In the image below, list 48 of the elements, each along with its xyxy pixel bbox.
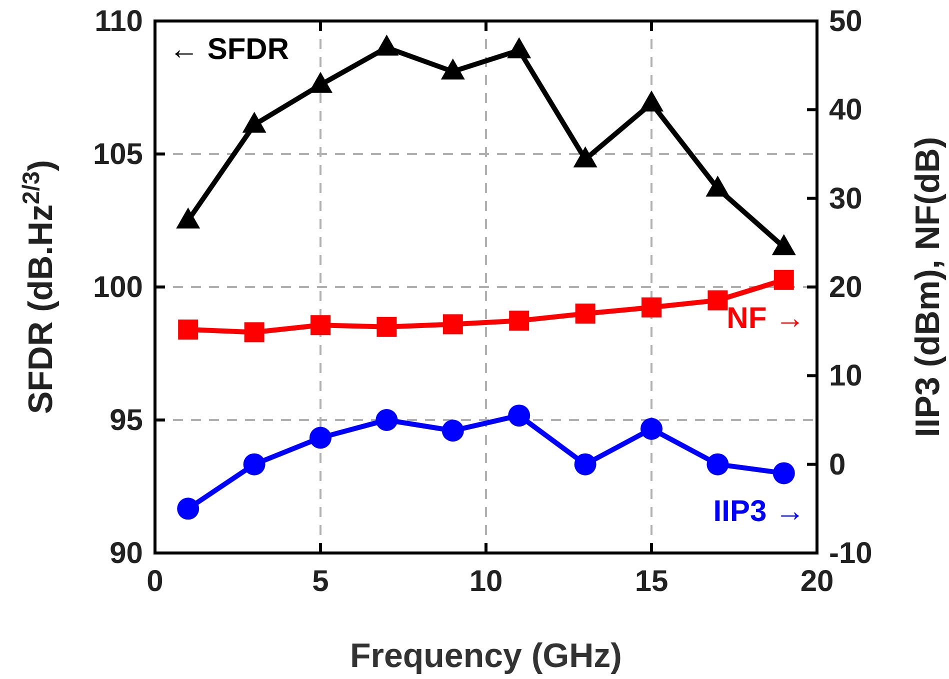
y-tick-label: 95 bbox=[110, 404, 143, 437]
x-axis-title: Frequency (GHz) bbox=[350, 637, 622, 675]
point bbox=[242, 112, 266, 133]
point bbox=[244, 322, 264, 342]
point bbox=[774, 270, 794, 290]
series-label: ← SFDR bbox=[169, 33, 290, 66]
y2-tick-label: 10 bbox=[829, 360, 862, 393]
point bbox=[442, 420, 464, 442]
point bbox=[178, 320, 198, 340]
point bbox=[508, 404, 530, 427]
point bbox=[706, 453, 729, 476]
y-tick-label: 90 bbox=[110, 537, 143, 570]
point bbox=[310, 315, 330, 336]
point bbox=[376, 409, 398, 431]
point bbox=[376, 316, 397, 337]
point bbox=[575, 304, 596, 324]
point bbox=[708, 290, 728, 310]
y2-tick-label: 0 bbox=[829, 448, 846, 482]
y2-axis-title: IIP3 (dBm), NF(dB) bbox=[909, 136, 947, 438]
point bbox=[310, 426, 332, 449]
y-tick-label: 110 bbox=[94, 5, 143, 38]
x-tick-label: 5 bbox=[312, 565, 329, 598]
y-tick-label: 105 bbox=[92, 138, 143, 171]
point bbox=[772, 234, 796, 256]
x-tick-label: 10 bbox=[469, 565, 503, 598]
point bbox=[509, 310, 530, 331]
series-label: NF → bbox=[726, 302, 805, 335]
x-tick-label: 15 bbox=[634, 565, 668, 598]
point bbox=[573, 146, 598, 168]
point bbox=[642, 297, 662, 318]
y2-tick-label: 50 bbox=[829, 5, 862, 38]
x-tick-label: 0 bbox=[146, 565, 164, 598]
point bbox=[640, 90, 664, 112]
point bbox=[440, 58, 465, 80]
y2-tick-label: 30 bbox=[829, 182, 862, 216]
point bbox=[243, 453, 266, 476]
point bbox=[442, 314, 463, 334]
point bbox=[177, 498, 200, 520]
point bbox=[640, 418, 662, 440]
y2-tick-label: 20 bbox=[829, 271, 862, 304]
series-label: IIP3 → bbox=[713, 495, 805, 528]
y2-tick-label: 40 bbox=[829, 94, 862, 127]
point bbox=[176, 208, 200, 228]
point bbox=[574, 453, 596, 476]
y-tick-label: 100 bbox=[92, 271, 143, 304]
point bbox=[772, 462, 795, 484]
point bbox=[706, 176, 730, 197]
point bbox=[507, 37, 532, 58]
